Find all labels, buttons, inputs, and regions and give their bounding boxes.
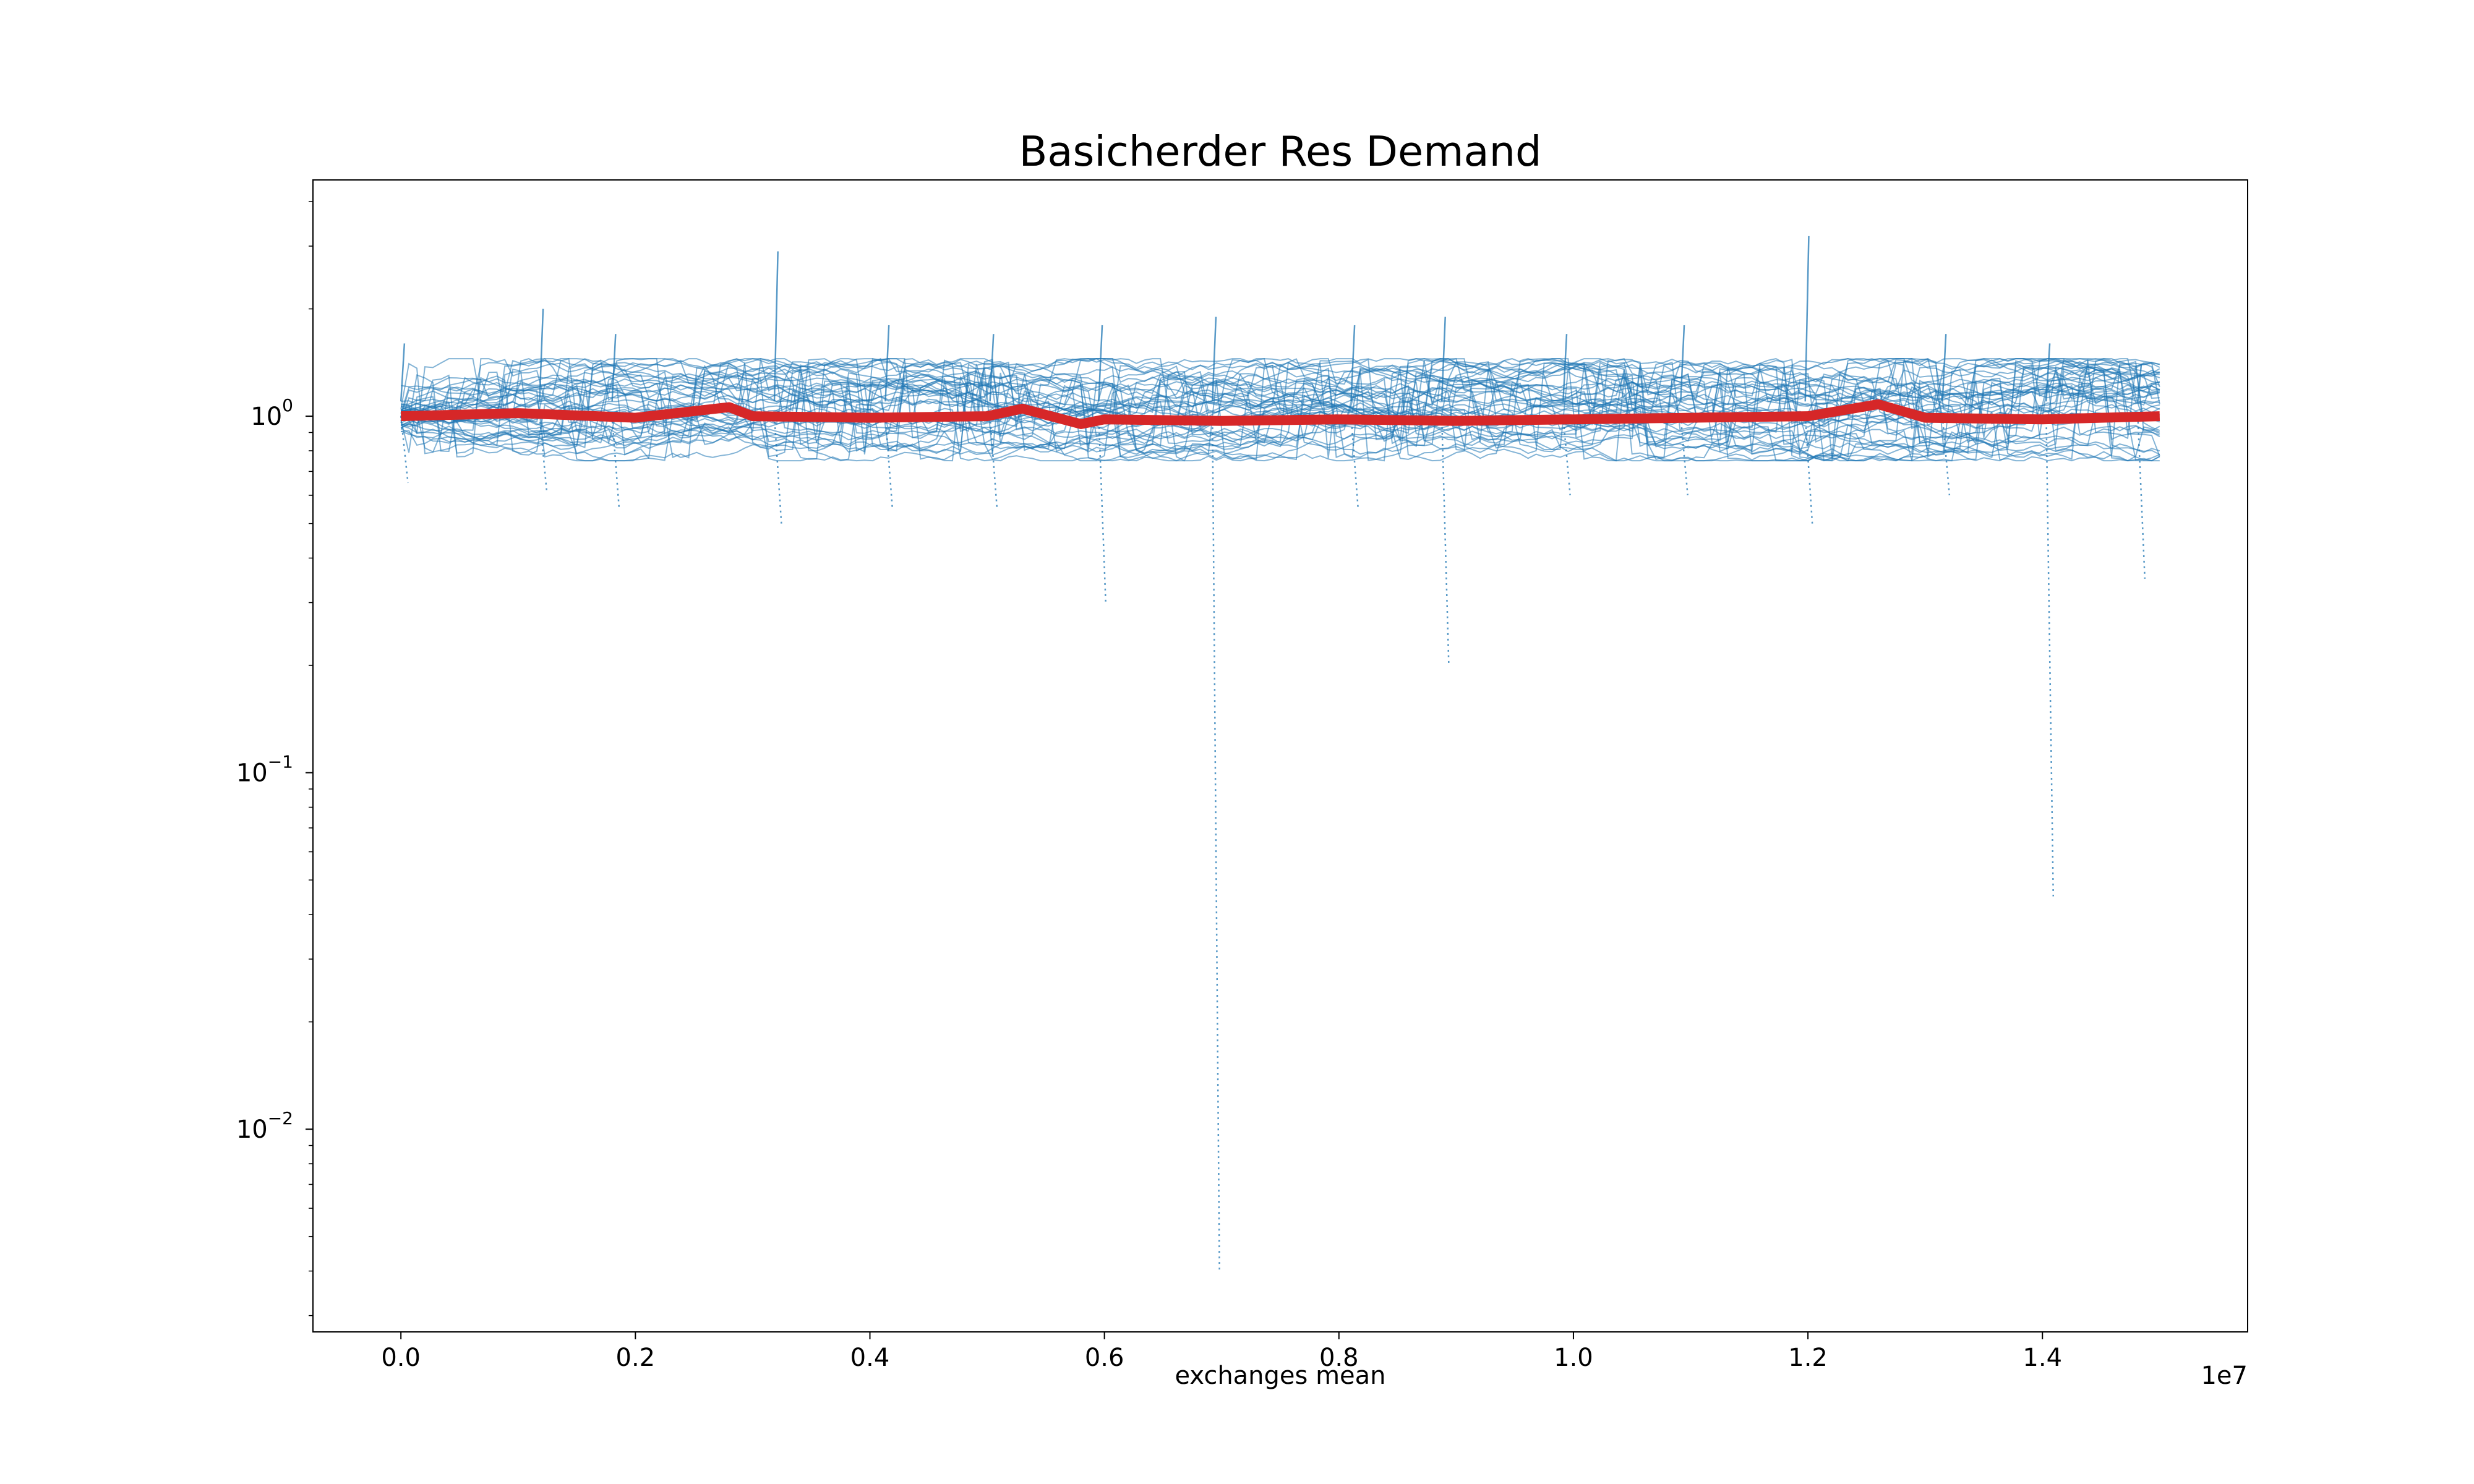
run-low-excursion — [1680, 416, 1689, 496]
run-low-excursion — [1804, 416, 1813, 524]
run-high-excursion — [400, 343, 406, 402]
run-trace — [400, 358, 2160, 462]
y-tick-label: 10−1 — [236, 752, 293, 788]
run-trace — [400, 358, 2160, 462]
run-high-excursion — [1680, 325, 1685, 402]
run-high-excursion — [1562, 334, 1568, 402]
mean-line-layer — [400, 399, 2160, 429]
run-high-excursion — [1350, 325, 1356, 402]
run-high-excursion — [611, 334, 617, 402]
run-high-excursion — [1098, 325, 1103, 402]
run-low-excursion — [1941, 416, 1951, 496]
run-trace — [400, 358, 2160, 445]
x-tick-label: 1.4 — [2022, 1344, 2062, 1372]
chart-title: Basicherder Res Demand — [1019, 127, 1541, 176]
y-axis: 100 10−1 10−2 — [236, 201, 313, 1316]
run-low-excursion — [1562, 416, 1571, 496]
run-trace — [400, 357, 2160, 462]
x-axis: 0.0 0.2 0.4 0.6 0.8 1.0 1.2 1.4 — [381, 1332, 2062, 1372]
run-low-excursion — [400, 416, 409, 484]
run-trace — [400, 360, 2160, 462]
x-tick-label: 1.0 — [1554, 1344, 1593, 1372]
run-high-excursion — [1212, 317, 1217, 402]
run-high-excursion — [1804, 236, 1810, 402]
mean-line — [400, 399, 2160, 429]
run-low-excursion — [539, 416, 548, 490]
x-axis-label: exchanges mean — [1175, 1362, 1385, 1390]
x-tick-label: 1.2 — [1788, 1344, 1828, 1372]
run-trace — [400, 358, 2160, 462]
run-high-excursion — [773, 251, 779, 402]
run-trace — [400, 357, 2160, 448]
x-axis-offset-label: 1e7 — [2201, 1362, 2248, 1390]
run-high-excursion — [1941, 334, 1947, 402]
y-tick-label: 10−2 — [236, 1108, 293, 1144]
run-low-excursion — [2045, 416, 2055, 897]
run-trace — [400, 359, 2160, 462]
run-high-excursion — [884, 325, 890, 402]
plot-area-frame — [312, 179, 2248, 1333]
x-tick-label: 0.6 — [1085, 1344, 1124, 1372]
run-high-excursion — [539, 309, 544, 402]
run-low-excursion — [1440, 416, 1450, 666]
run-high-excursion — [989, 334, 995, 402]
run-high-excursion — [2137, 364, 2142, 402]
y-tick-label: 100 — [250, 395, 293, 431]
x-tick-label: 0.8 — [1319, 1344, 1359, 1372]
x-tick-label: 0.4 — [850, 1344, 890, 1372]
run-trace — [401, 359, 2160, 453]
run-high-excursion — [1440, 317, 1446, 402]
run-low-excursion — [773, 416, 782, 524]
run-low-excursion — [1212, 416, 1220, 1271]
run-trace — [401, 363, 2160, 462]
x-tick-label: 0.0 — [381, 1344, 421, 1372]
run-trace — [400, 358, 2160, 462]
run-high-excursion — [2045, 343, 2051, 402]
x-tick-label: 0.2 — [616, 1344, 656, 1372]
